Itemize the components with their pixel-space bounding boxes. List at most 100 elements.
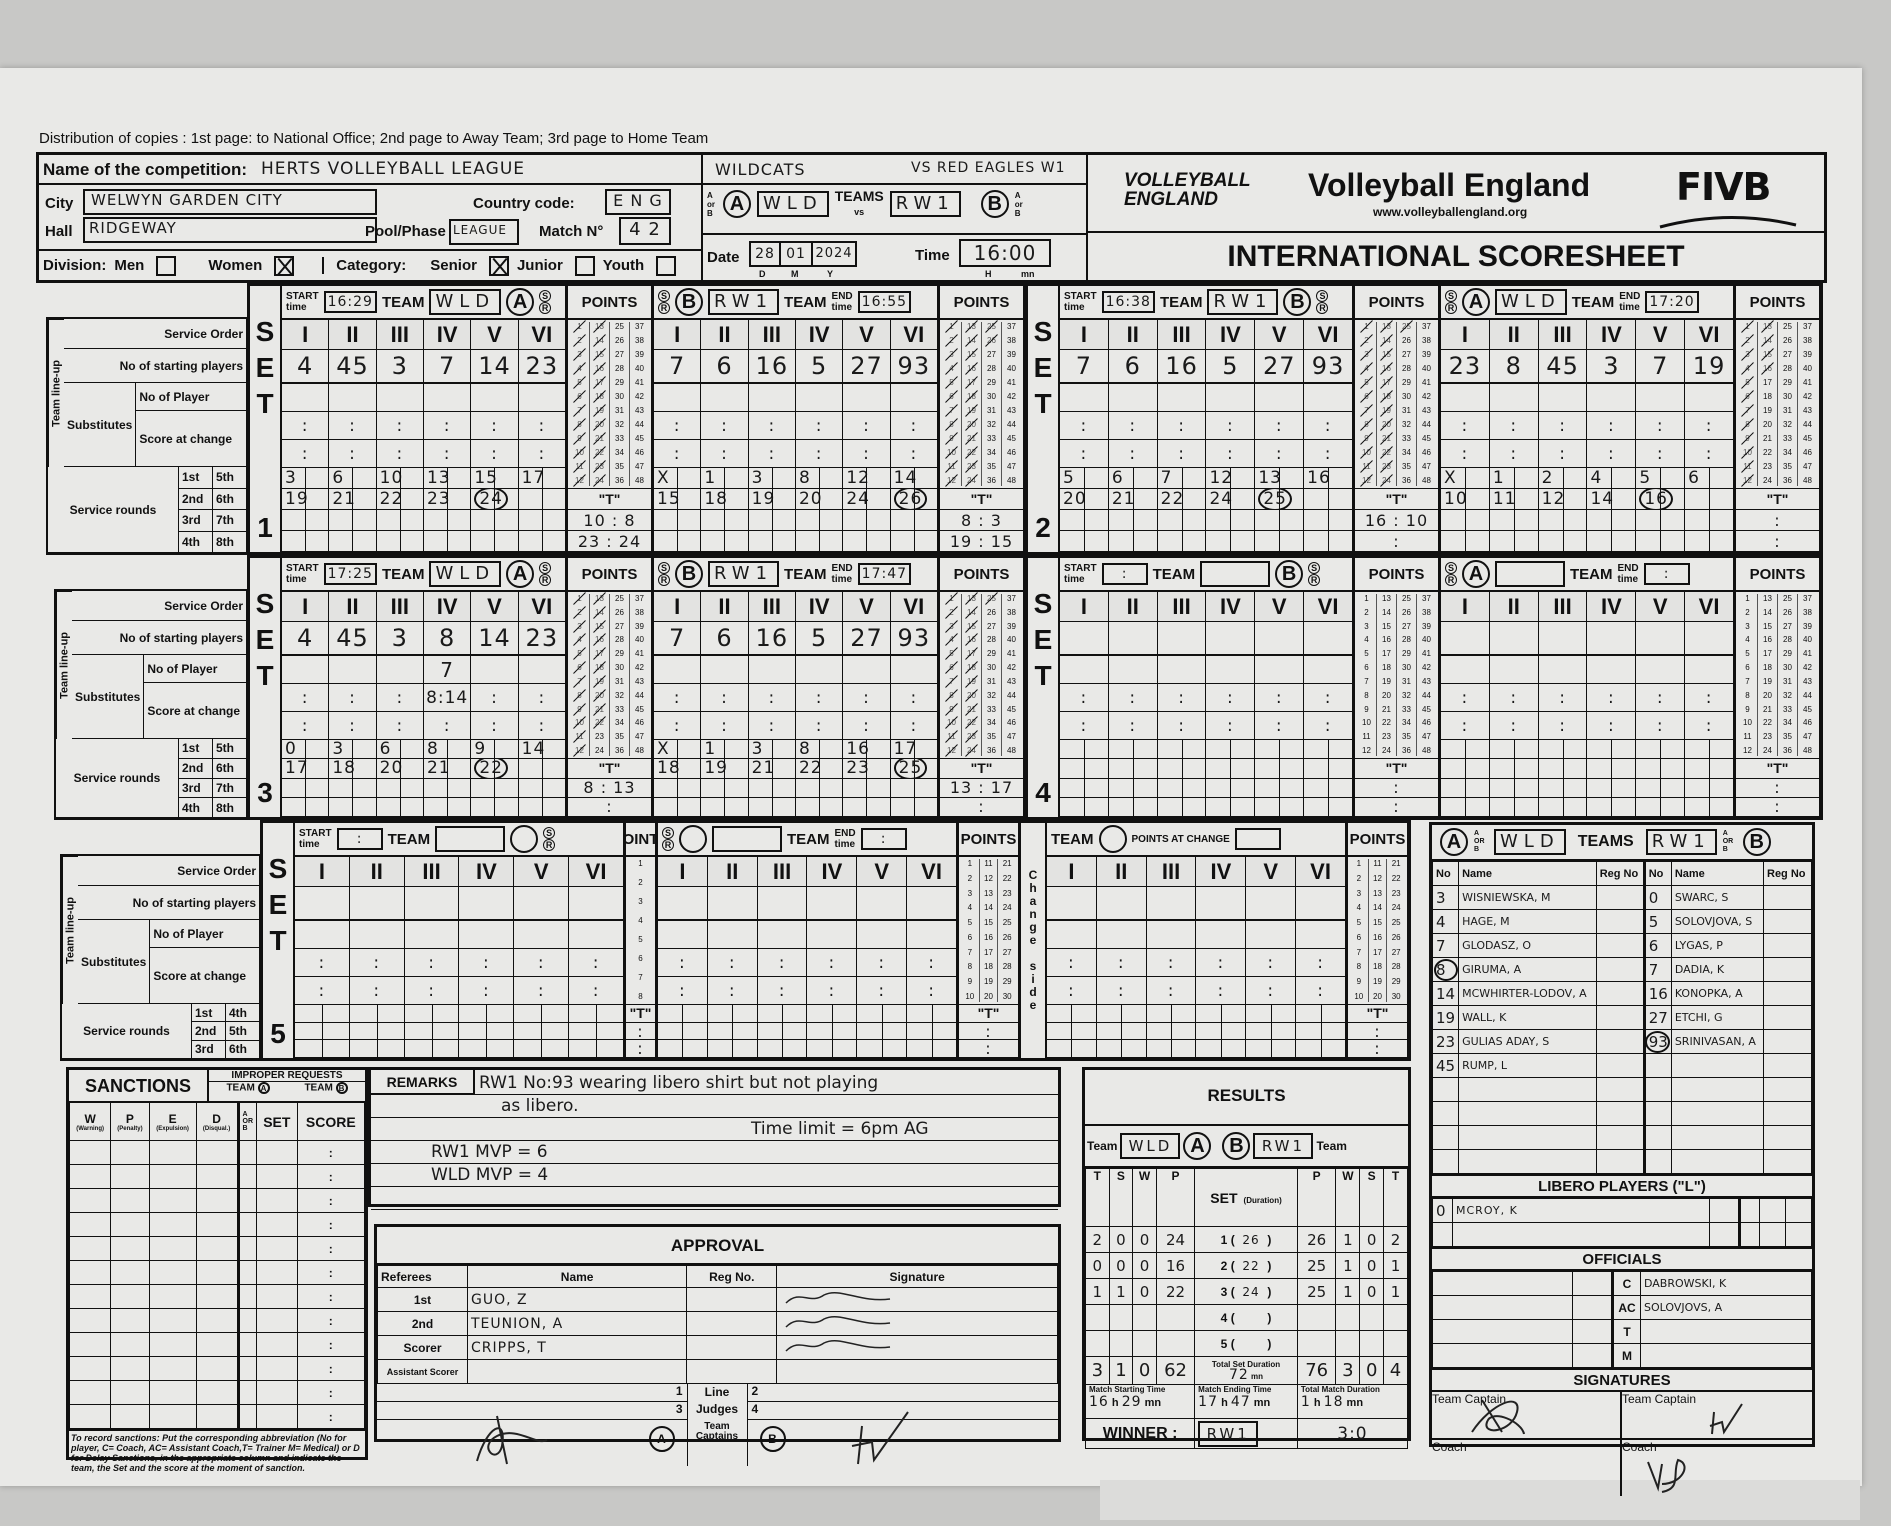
substitution-score[interactable]: : bbox=[1489, 712, 1539, 740]
service-round-cell[interactable] bbox=[1538, 797, 1588, 817]
player-reg-no[interactable] bbox=[1763, 1053, 1812, 1078]
sanction-set-cell[interactable] bbox=[256, 1284, 298, 1309]
point-number[interactable]: 11 bbox=[1373, 859, 1382, 868]
sanction-cell[interactable] bbox=[68, 1356, 112, 1381]
service-round-cell[interactable] bbox=[1047, 1022, 1097, 1041]
service-round-cell[interactable] bbox=[1304, 489, 1353, 510]
sanction-team-cell[interactable] bbox=[236, 1140, 258, 1165]
service-round-cell[interactable] bbox=[701, 797, 749, 817]
player-number[interactable]: 7 bbox=[1431, 933, 1460, 958]
point-number[interactable]: 47 bbox=[1007, 732, 1016, 742]
point-number[interactable]: 21 bbox=[1377, 434, 1396, 444]
team-b-code[interactable]: RW1 bbox=[889, 191, 961, 217]
point-number[interactable]: 32 bbox=[987, 420, 996, 429]
starting-player[interactable]: 8 bbox=[1489, 350, 1539, 384]
point-number[interactable]: 14 bbox=[962, 336, 981, 346]
point-number[interactable]: 42 bbox=[1007, 663, 1016, 673]
player-name[interactable] bbox=[1458, 1101, 1597, 1126]
point-number[interactable]: 16 bbox=[984, 932, 993, 942]
service-round-cell[interactable] bbox=[748, 778, 796, 798]
substitute-player[interactable] bbox=[658, 921, 708, 949]
official-a-reg[interactable] bbox=[1572, 1271, 1613, 1296]
point-number[interactable]: 47 bbox=[635, 732, 644, 742]
point-number[interactable]: 28 bbox=[1783, 364, 1792, 373]
starting-player[interactable]: 16 bbox=[748, 350, 796, 384]
point-number[interactable]: 21 bbox=[962, 434, 981, 444]
point-number[interactable]: 41 bbox=[1422, 649, 1431, 659]
point-number[interactable]: 12 bbox=[942, 746, 961, 756]
point-number[interactable]: 46 bbox=[1422, 718, 1431, 728]
point-number[interactable]: 8 bbox=[1738, 420, 1757, 430]
match-time-field[interactable]: 16:00 bbox=[959, 239, 1051, 267]
timeout-score[interactable]: : bbox=[956, 1040, 1019, 1058]
men-checkbox[interactable] bbox=[156, 255, 177, 276]
referee-signature[interactable] bbox=[776, 1359, 1058, 1384]
point-number[interactable]: 24 bbox=[962, 476, 981, 486]
point-number[interactable]: 30 bbox=[1783, 663, 1792, 673]
service-round-cell[interactable] bbox=[890, 531, 938, 552]
point-number[interactable]: 15 bbox=[1758, 350, 1777, 360]
referee-signature[interactable] bbox=[776, 1311, 1058, 1336]
point-number[interactable]: 37 bbox=[1803, 322, 1812, 331]
point-number[interactable]: 9 bbox=[1357, 434, 1376, 444]
point-number[interactable]: 1 bbox=[942, 594, 961, 604]
sanction-cell[interactable] bbox=[148, 1332, 197, 1357]
point-number[interactable]: 28 bbox=[987, 635, 996, 645]
sanction-cell[interactable] bbox=[195, 1332, 239, 1357]
timeout-score[interactable]: 8 : 13 bbox=[565, 778, 652, 798]
service-round-cell[interactable] bbox=[569, 1040, 624, 1058]
point-number[interactable]: 45 bbox=[1803, 704, 1812, 714]
substitute-player[interactable] bbox=[907, 921, 957, 949]
service-round-cell[interactable]: X bbox=[654, 740, 702, 760]
point-number[interactable]: 33 bbox=[1402, 434, 1411, 443]
point-number[interactable]: 13 bbox=[1763, 594, 1772, 603]
point-number[interactable]: 7 bbox=[570, 677, 589, 687]
referee-name[interactable]: CRIPPS, T bbox=[466, 1335, 688, 1360]
service-round-cell[interactable] bbox=[654, 797, 702, 817]
starting-player[interactable] bbox=[1108, 622, 1158, 656]
substitution-score[interactable]: : bbox=[518, 684, 566, 712]
service-round-cell[interactable] bbox=[807, 1005, 858, 1023]
sanction-score-cell[interactable]: : bbox=[296, 1380, 366, 1405]
sanction-cell[interactable] bbox=[110, 1308, 150, 1333]
point-number[interactable]: 4 bbox=[942, 635, 961, 645]
point-number[interactable]: 7 bbox=[1745, 676, 1750, 686]
point-number[interactable]: 13 bbox=[1373, 888, 1382, 898]
point-number[interactable]: 25 bbox=[1391, 918, 1401, 928]
point-number[interactable]: 28 bbox=[1391, 962, 1401, 972]
service-round-cell[interactable] bbox=[1441, 778, 1490, 798]
substitute-player[interactable] bbox=[1441, 656, 1490, 684]
team-code-field[interactable]: WLD bbox=[429, 561, 502, 587]
point-number[interactable]: 14 bbox=[1382, 607, 1391, 617]
starting-player[interactable]: 27 bbox=[843, 622, 891, 656]
service-round-cell[interactable] bbox=[707, 1022, 758, 1041]
substitute-player[interactable] bbox=[1146, 921, 1197, 949]
point-number[interactable]: 6 bbox=[942, 392, 961, 402]
starting-player[interactable]: 14 bbox=[471, 622, 519, 656]
substitution-score[interactable]: : bbox=[1587, 684, 1637, 712]
point-number[interactable]: 2 bbox=[1745, 607, 1750, 617]
team-b-improper-box[interactable]: B bbox=[335, 1082, 348, 1094]
point-number[interactable]: 41 bbox=[1803, 378, 1812, 387]
service-round-cell[interactable] bbox=[1538, 778, 1588, 798]
point-number[interactable]: 3 bbox=[942, 622, 961, 632]
point-number[interactable]: 17 bbox=[1373, 947, 1382, 957]
point-number[interactable]: 19 bbox=[590, 677, 609, 687]
sanction-cell[interactable] bbox=[68, 1164, 112, 1189]
point-number[interactable]: 10 bbox=[1738, 448, 1757, 458]
point-number[interactable]: 24 bbox=[1002, 903, 1012, 913]
point-number[interactable]: 3 bbox=[1357, 350, 1376, 360]
point-number[interactable]: 41 bbox=[1007, 649, 1016, 659]
starting-player[interactable]: 16 bbox=[1157, 350, 1207, 384]
substitution-score[interactable]: : bbox=[1587, 412, 1637, 440]
point-number[interactable]: 4 bbox=[967, 903, 973, 913]
timeout-score[interactable]: : bbox=[1733, 510, 1820, 531]
service-round-cell[interactable] bbox=[1108, 797, 1158, 817]
player-number[interactable]: 93 bbox=[1642, 1029, 1672, 1054]
point-number[interactable]: 9 bbox=[1364, 704, 1369, 714]
service-round-cell[interactable] bbox=[890, 778, 938, 798]
point-number[interactable]: 12 bbox=[570, 476, 589, 486]
point-number[interactable]: 39 bbox=[1422, 350, 1431, 359]
point-number[interactable]: 18 bbox=[1373, 962, 1382, 972]
